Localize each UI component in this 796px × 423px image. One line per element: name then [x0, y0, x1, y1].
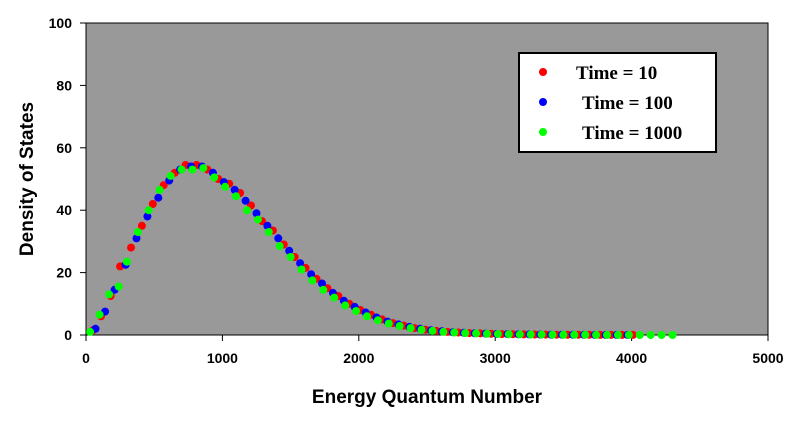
data-point: [668, 331, 677, 339]
data-point: [297, 265, 306, 274]
data-point: [318, 279, 326, 288]
data-point: [114, 282, 123, 291]
x-tick-label: 2000: [343, 350, 374, 366]
data-point: [373, 316, 382, 325]
x-tick-label: 1000: [207, 350, 238, 366]
x-tick-label: 0: [82, 350, 90, 366]
data-point: [275, 242, 284, 251]
data-point: [439, 327, 448, 336]
data-point: [137, 221, 146, 230]
data-point: [603, 330, 611, 339]
data-point: [319, 285, 328, 294]
x-tick-label: 5000: [752, 350, 783, 366]
data-point: [646, 331, 655, 339]
data-point: [155, 185, 164, 194]
data-point: [154, 193, 163, 202]
data-point: [341, 301, 350, 310]
y-tick-label: 60: [56, 140, 72, 156]
data-point: [450, 328, 459, 337]
data-point: [504, 330, 513, 339]
data-point: [285, 246, 294, 255]
x-axis-title: Energy Quantum Number: [312, 387, 543, 408]
data-point: [252, 209, 261, 218]
legend-marker: [539, 68, 547, 76]
data-point: [127, 243, 135, 252]
legend-marker: [539, 98, 547, 106]
data-point: [253, 215, 262, 224]
data-point: [105, 290, 114, 299]
data-point: [406, 324, 415, 333]
data-point: [559, 330, 568, 339]
data-point: [286, 253, 295, 261]
data-point: [199, 164, 208, 173]
data-point: [472, 329, 481, 338]
data-point: [230, 185, 239, 194]
data-point: [428, 326, 437, 335]
data-point: [210, 173, 219, 182]
data-point: [241, 196, 250, 205]
y-tick-label: 0: [64, 327, 72, 343]
data-point: [384, 319, 393, 328]
data-point: [243, 206, 251, 215]
legend-marker: [539, 128, 547, 136]
data-point: [483, 329, 491, 338]
data-point: [144, 206, 153, 215]
y-axis-title: Density of States: [17, 102, 38, 256]
x-tick-label: 3000: [480, 350, 511, 366]
data-point: [461, 329, 470, 338]
data-point: [232, 192, 240, 201]
data-point: [264, 228, 273, 236]
data-point: [188, 165, 197, 174]
data-point: [592, 330, 601, 339]
x-axis: 0 1000 2000 3000 4000 5000: [82, 335, 784, 366]
data-point: [296, 259, 305, 268]
data-point: [395, 322, 404, 330]
data-point: [274, 234, 283, 243]
x-tick-label: 4000: [616, 350, 647, 366]
data-point: [657, 331, 666, 339]
data-point: [624, 330, 633, 339]
data-point: [122, 257, 131, 266]
data-point: [330, 293, 339, 302]
data-point: [515, 330, 524, 339]
legend-label: Time = 1000: [582, 123, 682, 144]
data-point: [166, 171, 175, 180]
data-point: [221, 182, 230, 191]
data-point: [307, 270, 316, 279]
data-points: [86, 161, 677, 339]
data-point: [263, 221, 272, 230]
legend-label: Time = 100: [582, 93, 673, 114]
data-point: [548, 330, 557, 339]
y-axis: 0 20 40 60 80 100: [49, 15, 86, 343]
data-point: [308, 276, 317, 285]
data-point: [352, 307, 361, 315]
data-point: [537, 330, 546, 339]
data-point: [417, 325, 426, 334]
data-point: [570, 330, 579, 339]
data-point: [132, 234, 141, 243]
data-point: [614, 330, 622, 339]
y-tick-label: 80: [56, 77, 72, 93]
data-point: [148, 200, 157, 208]
data-point: [86, 327, 95, 336]
data-point: [363, 312, 371, 321]
data-point: [581, 330, 590, 339]
y-tick-label: 20: [56, 265, 72, 281]
data-point: [177, 165, 186, 174]
data-point: [143, 212, 152, 221]
y-tick-label: 100: [49, 15, 73, 31]
data-point: [526, 330, 535, 339]
legend: Time = 10 Time = 100 Time = 1000: [518, 52, 717, 153]
data-point: [635, 331, 644, 339]
data-point: [95, 310, 104, 319]
y-tick-label: 40: [56, 202, 72, 218]
legend-label: Time = 10: [576, 63, 657, 84]
legend-box: [518, 52, 717, 153]
data-point: [133, 228, 142, 236]
data-point: [493, 330, 502, 338]
series-3: [86, 164, 677, 339]
